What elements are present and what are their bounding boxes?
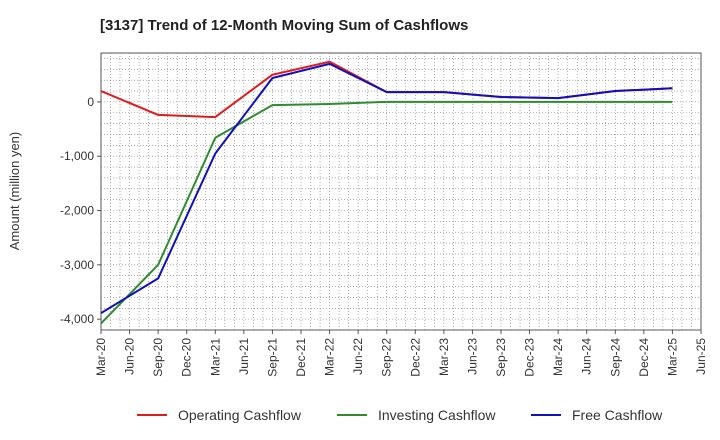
x-tick-label: Mar-22 — [323, 338, 337, 376]
x-tick-label: Sep-24 — [608, 338, 622, 377]
x-tick-label: Dec-24 — [637, 338, 651, 377]
x-tick-label: Jun-25 — [694, 338, 708, 375]
series-line-investing-cashflow — [100, 100, 673, 325]
x-tick-label: Mar-23 — [437, 338, 451, 376]
x-tick-label: Jun-24 — [580, 338, 594, 375]
y-tick-label: -2,000 — [60, 204, 94, 218]
x-tick-label: Sep-20 — [151, 338, 165, 377]
x-tick-label: Jun-20 — [123, 338, 137, 375]
plot-area — [100, 52, 702, 331]
x-tick-label: Dec-23 — [523, 338, 537, 377]
chart-title: [3137] Trend of 12-Month Moving Sum of C… — [100, 17, 468, 34]
x-tick-label: Mar-25 — [665, 338, 679, 376]
y-axis-ticks: 0 -1,000 -2,000 -3,000 -4,000 — [60, 95, 101, 326]
x-tick-label: Sep-21 — [265, 338, 279, 377]
x-tick-label: Jun-22 — [351, 338, 365, 375]
legend-label: Operating Cashflow — [178, 407, 302, 423]
series-lines — [100, 60, 673, 325]
y-tick-label: 0 — [87, 95, 94, 109]
legend-label: Investing Cashflow — [378, 407, 496, 423]
x-tick-label: Dec-22 — [408, 338, 422, 377]
x-tick-label: Mar-21 — [208, 338, 222, 376]
x-tick-label: Dec-21 — [294, 338, 308, 377]
grid-lines — [101, 53, 701, 331]
y-tick-label: -1,000 — [60, 149, 94, 163]
x-tick-label: Mar-24 — [551, 338, 565, 376]
x-tick-label: Sep-22 — [380, 338, 394, 377]
x-tick-label: Jun-21 — [237, 338, 251, 375]
x-tick-label: Dec-20 — [180, 338, 194, 377]
y-tick-label: -4,000 — [60, 312, 94, 326]
series-line-free-cashflow — [100, 62, 673, 315]
legend: Operating Cashflow Investing Cashflow Free… — [137, 407, 663, 423]
legend-label: Free Cashflow — [572, 407, 663, 423]
x-tick-label: Sep-23 — [494, 338, 508, 377]
x-tick-label: Mar-20 — [94, 338, 108, 376]
x-axis-ticks: Mar-20 Jun-20 Sep-20 Dec-20 Mar-21 Jun-21 Sep-… — [94, 330, 708, 377]
y-axis-label: Amount (million yen) — [7, 132, 22, 251]
x-tick-label: Jun-23 — [465, 338, 479, 375]
y-tick-label: -3,000 — [60, 258, 94, 272]
